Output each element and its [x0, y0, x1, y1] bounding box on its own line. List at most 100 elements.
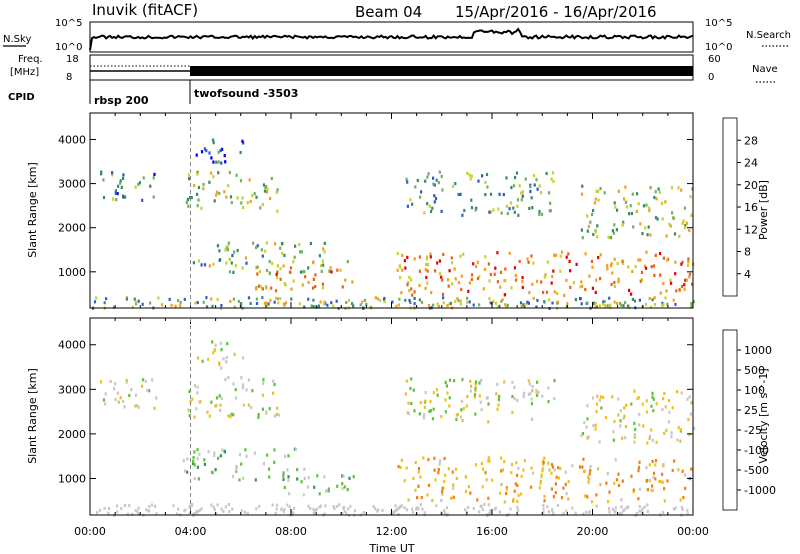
heatmap-cell: [138, 181, 141, 185]
heatmap-cell: [465, 404, 468, 408]
heatmap-cell: [276, 503, 279, 507]
heatmap-cell: [440, 209, 443, 213]
heatmap-cell: [470, 384, 473, 388]
heatmap-cell: [477, 179, 480, 183]
nave-tick-top: 60: [708, 54, 721, 65]
heatmap-cell: [670, 186, 674, 190]
heatmap-cell: [651, 438, 654, 443]
heatmap-cell: [420, 190, 423, 194]
heatmap-cell: [417, 470, 420, 474]
heatmap-cell: [276, 270, 279, 274]
heatmap-cell: [411, 293, 414, 297]
heatmap-cell: [335, 299, 338, 303]
heatmap-cell: [666, 479, 669, 483]
heatmap-cell: [588, 472, 591, 476]
heatmap-cell: [235, 468, 238, 472]
heatmap-cell: [500, 482, 503, 486]
heatmap-cell: [224, 377, 227, 382]
heatmap-cell: [678, 288, 681, 292]
heatmap-cell: [503, 460, 506, 464]
heatmap-cell: [510, 463, 514, 467]
heatmap-cell: [236, 248, 239, 253]
heatmap-cell: [115, 198, 118, 202]
heatmap-cell: [647, 206, 651, 210]
heatmap-cell: [124, 504, 127, 507]
heatmap-cell: [403, 259, 406, 263]
heatmap-cell: [150, 503, 154, 507]
colorbar-tick-label: 1000: [744, 344, 772, 357]
heatmap-cell: [515, 461, 518, 465]
heatmap-cell: [657, 187, 660, 191]
heatmap-cell: [540, 475, 543, 479]
heatmap-cell: [659, 273, 662, 277]
heatmap-cell: [613, 510, 616, 514]
heatmap-cell: [211, 304, 214, 308]
heatmap-cell: [674, 260, 677, 264]
heatmap-cell: [200, 206, 203, 210]
heatmap-cell: [423, 413, 426, 417]
heatmap-cell: [454, 299, 457, 303]
heatmap-cell: [647, 225, 650, 229]
heatmap-cell: [314, 285, 317, 289]
heatmap-cell: [303, 467, 306, 471]
heatmap-cell: [586, 436, 589, 440]
heatmap-cell: [147, 509, 150, 513]
heatmap-cell: [502, 193, 505, 197]
heatmap-cell: [519, 301, 523, 305]
heatmap-cell: [304, 275, 307, 279]
heatmap-cell: [327, 489, 330, 493]
heatmap-cell: [200, 150, 204, 154]
heatmap-cell: [133, 297, 136, 301]
heatmap-cell: [229, 300, 232, 303]
heatmap-cell: [377, 508, 380, 512]
heatmap-cell: [427, 303, 431, 307]
heatmap-cell: [680, 188, 683, 192]
heatmap-cell: [435, 504, 438, 508]
heatmap-cell: [497, 207, 500, 211]
heatmap-cell: [271, 261, 274, 265]
heatmap-cell: [216, 244, 219, 248]
heatmap-cell: [492, 208, 495, 212]
heatmap-cell: [481, 508, 484, 511]
heatmap-cell: [208, 264, 211, 268]
heatmap-cell: [194, 301, 197, 305]
heatmap-cell: [634, 427, 637, 432]
heatmap-cell: [253, 192, 256, 196]
heatmap-cell: [412, 388, 415, 392]
heatmap-cell: [261, 407, 264, 411]
heatmap-cell: [651, 484, 654, 488]
heatmap-cell: [616, 261, 619, 266]
heatmap-cell: [104, 402, 107, 406]
heatmap-cell: [602, 302, 605, 306]
heatmap-cell: [210, 297, 213, 301]
heatmap-cell: [274, 289, 278, 293]
heatmap-cell: [245, 388, 248, 392]
heatmap-cell: [586, 404, 589, 408]
heatmap-cell: [461, 378, 464, 382]
heatmap-cell: [649, 233, 652, 237]
heatmap-cell: [527, 301, 530, 305]
heatmap-cell: [535, 178, 538, 182]
heatmap-cell: [213, 348, 216, 352]
heatmap-cell: [320, 269, 323, 273]
heatmap-cell: [472, 262, 475, 266]
heatmap-cell: [212, 351, 215, 355]
heatmap-cell: [497, 398, 500, 402]
heatmap-cell: [284, 301, 288, 305]
heatmap-cell: [564, 470, 567, 474]
heatmap-cell: [255, 302, 259, 305]
heatmap-cell: [478, 394, 481, 398]
heatmap-cell: [476, 276, 480, 281]
heatmap-cell: [496, 407, 499, 411]
heatmap-cell: [676, 438, 679, 442]
nsky-tick-bottom: 10^0: [55, 42, 82, 53]
heatmap-cell: [292, 260, 295, 264]
heatmap-cell: [621, 222, 624, 226]
heatmap-cell: [556, 300, 559, 304]
heatmap-cell: [128, 504, 131, 508]
heatmap-cell: [654, 459, 658, 463]
heatmap-cell: [550, 177, 553, 181]
heatmap-cell: [661, 407, 664, 412]
heatmap-cell: [581, 465, 584, 469]
freq-tick-bottom: 8: [66, 72, 72, 83]
